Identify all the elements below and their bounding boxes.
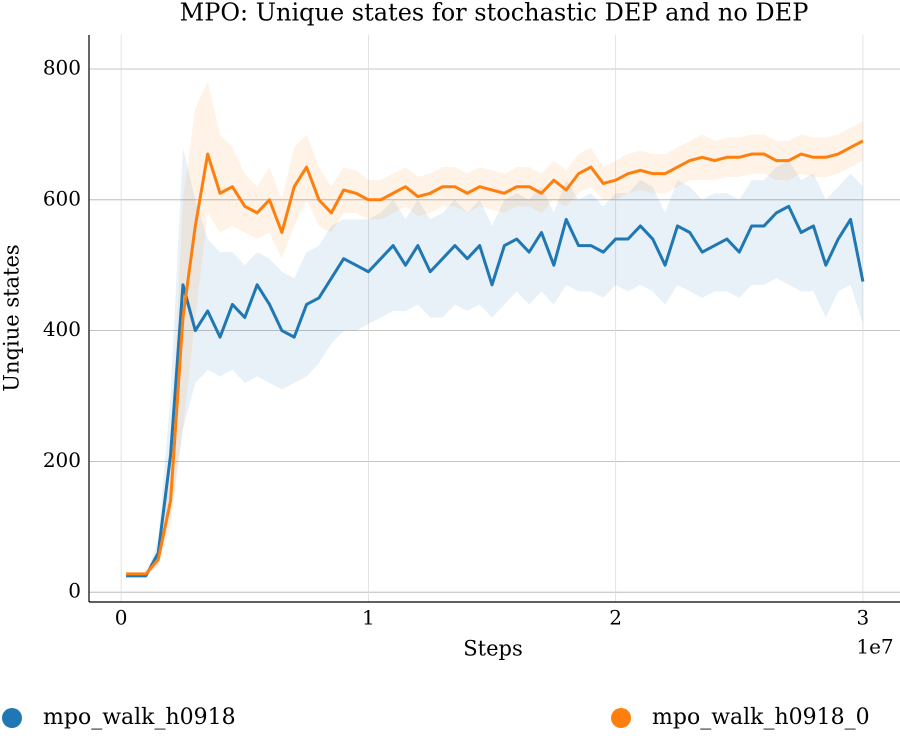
x-offset-label: 1e7: [856, 635, 893, 659]
y-axis-label: Unqiue states: [0, 244, 24, 391]
y-tick-label: 400: [43, 317, 81, 341]
legend-marker: [2, 708, 22, 728]
legend-label: mpo_walk_h0918_0: [652, 705, 870, 730]
y-tick-label: 800: [43, 56, 81, 80]
chart-title: MPO: Unique states for stochastic DEP an…: [180, 0, 809, 27]
y-tick-label: 200: [43, 448, 81, 472]
x-axis-label: Steps: [463, 637, 522, 661]
band: [126, 147, 863, 576]
x-tick-label: 0: [115, 606, 128, 630]
band: [126, 82, 863, 574]
legend-label: mpo_walk_h0918: [43, 705, 236, 730]
line: [126, 204, 865, 578]
x-tick-label: 2: [609, 606, 622, 630]
line: [126, 139, 864, 576]
legend-marker: [611, 708, 631, 728]
x-tick-label: 3: [857, 606, 870, 630]
y-tick-label: 0: [68, 579, 81, 603]
x-tick-label: 1: [362, 606, 375, 630]
y-tick-label: 600: [43, 186, 81, 210]
